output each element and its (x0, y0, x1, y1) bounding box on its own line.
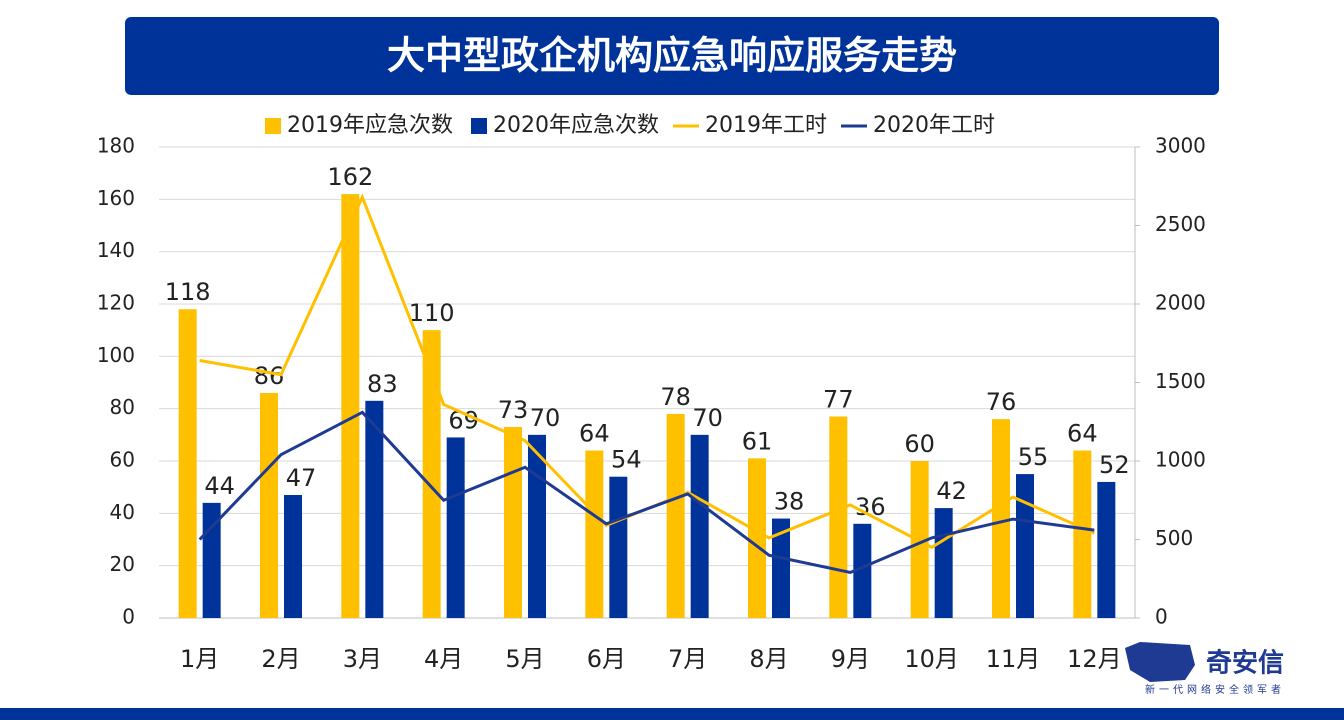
logo-name: 奇安信 (1206, 649, 1284, 679)
bar (853, 523, 872, 618)
bar (772, 518, 790, 618)
x-tick-label: 3月 (343, 645, 382, 673)
x-tick-label: 2月 (261, 645, 300, 673)
x-tick-label: 12月 (1067, 645, 1122, 673)
y-tick-label: 160 (97, 186, 135, 210)
y-tick-label: 20 (110, 552, 135, 576)
legend-label: 2020年工时 (873, 113, 995, 138)
bar (422, 330, 441, 618)
bar (666, 413, 685, 618)
y2-tick-label: 0 (1155, 605, 1168, 629)
bar (446, 437, 465, 618)
bar (829, 416, 848, 618)
data-label: 70 (692, 404, 723, 432)
data-label: 76 (986, 388, 1017, 416)
legend-swatch (265, 118, 281, 134)
bar (284, 495, 302, 618)
bar (1073, 450, 1092, 618)
data-label: 42 (936, 477, 967, 505)
bar (504, 426, 522, 618)
x-tick-label: 10月 (904, 645, 959, 673)
legend-swatch (471, 118, 487, 134)
data-label: 44 (204, 472, 235, 500)
legend-label: 2019年工时 (705, 113, 827, 138)
bar (934, 508, 953, 618)
logo-slogan: 新一代网络安全领军者 (1145, 683, 1285, 696)
y-tick-label: 140 (97, 238, 135, 262)
y2-tick-label: 2500 (1155, 212, 1206, 236)
data-label: 110 (409, 299, 455, 327)
y-tick-label: 0 (122, 605, 135, 629)
x-tick-label: 5月 (505, 645, 544, 673)
y-tick-label: 80 (110, 395, 135, 419)
data-label: 55 (1018, 443, 1049, 471)
bar (992, 419, 1010, 618)
chart-title: 大中型政企机构应急响应服务走势 (387, 34, 957, 78)
bar (1097, 481, 1116, 618)
y-tick-label: 40 (110, 500, 135, 524)
data-label: 47 (286, 464, 317, 492)
x-tick-label: 8月 (749, 645, 788, 673)
y-tick-label: 60 (110, 448, 135, 472)
data-label: 77 (823, 386, 854, 414)
bar (341, 194, 360, 618)
data-label: 69 (448, 406, 479, 434)
bar (260, 392, 278, 618)
title-banner (125, 17, 1219, 95)
y-tick-label: 100 (97, 343, 135, 367)
data-label: 118 (165, 278, 211, 306)
data-label: 78 (660, 383, 691, 411)
x-tick-label: 7月 (668, 645, 707, 673)
data-label: 64 (1067, 420, 1098, 448)
bar (528, 434, 546, 618)
y-tick-label: 180 (97, 134, 135, 158)
data-label: 162 (327, 163, 373, 191)
bar (1016, 474, 1034, 618)
data-label: 61 (742, 427, 773, 455)
x-tick-label: 1月 (180, 645, 219, 673)
x-tick-label: 6月 (587, 645, 626, 673)
data-label: 52 (1099, 451, 1130, 479)
x-tick-label: 11月 (986, 645, 1041, 673)
x-tick-label: 9月 (831, 645, 870, 673)
line (198, 410, 1095, 575)
bar (365, 400, 384, 618)
y2-tick-label: 1500 (1155, 369, 1206, 393)
legend-label: 2019年应急次数 (287, 113, 453, 138)
footer-band (0, 708, 1344, 720)
legend-label: 2020年应急次数 (493, 113, 659, 138)
bar (609, 476, 628, 618)
y2-tick-label: 500 (1155, 526, 1193, 550)
y-tick-label: 120 (97, 291, 135, 315)
bar (690, 434, 709, 618)
data-label: 38 (774, 488, 805, 516)
bar (178, 309, 197, 618)
bar (748, 458, 766, 618)
logo-icon (1125, 642, 1195, 682)
bar (585, 450, 604, 618)
x-tick-label: 4月 (424, 645, 463, 673)
data-label: 54 (611, 446, 642, 474)
data-label: 73 (498, 396, 529, 424)
data-label: 86 (254, 362, 285, 390)
y2-tick-label: 1000 (1155, 448, 1206, 472)
y2-tick-label: 2000 (1155, 291, 1206, 315)
y2-tick-label: 3000 (1155, 134, 1206, 158)
data-label: 83 (367, 370, 398, 398)
data-label: 64 (579, 420, 610, 448)
data-label: 60 (904, 430, 935, 458)
data-label: 70 (530, 404, 561, 432)
